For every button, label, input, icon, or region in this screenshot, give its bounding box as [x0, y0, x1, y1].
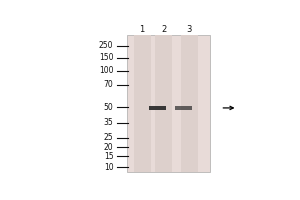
Text: 1: 1: [140, 25, 145, 34]
Bar: [134, 35, 151, 172]
Text: 70: 70: [104, 80, 113, 89]
Bar: [181, 35, 198, 172]
Text: 3: 3: [187, 25, 192, 34]
Bar: [175, 106, 192, 110]
Bar: [127, 35, 210, 172]
Text: 10: 10: [104, 163, 113, 172]
Bar: [149, 106, 166, 110]
Bar: [155, 35, 172, 172]
Text: 25: 25: [104, 133, 113, 142]
Text: 250: 250: [99, 41, 113, 50]
Text: 15: 15: [104, 152, 113, 161]
Text: 35: 35: [104, 118, 113, 127]
Text: 50: 50: [104, 103, 113, 112]
Text: 20: 20: [104, 143, 113, 152]
Text: 100: 100: [99, 66, 113, 75]
Text: 2: 2: [161, 25, 167, 34]
Text: 150: 150: [99, 53, 113, 62]
